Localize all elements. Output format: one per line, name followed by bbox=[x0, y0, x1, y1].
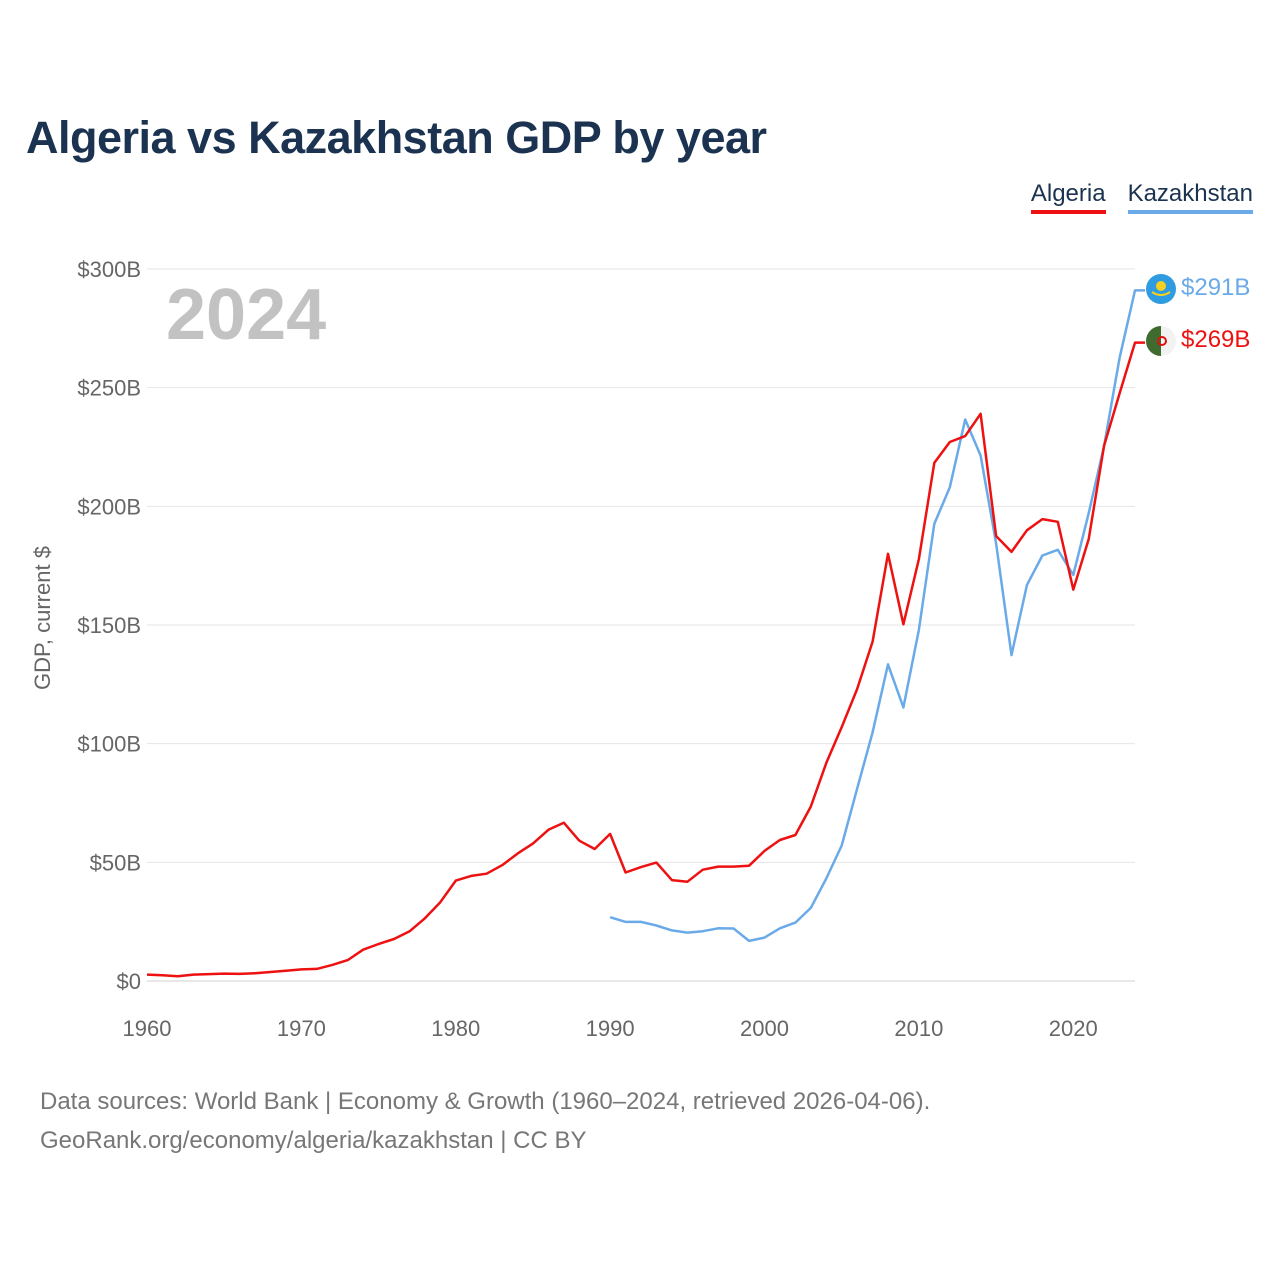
x-tick-label: 1970 bbox=[277, 1016, 326, 1041]
y-tick-label: $200B bbox=[77, 494, 141, 519]
legend-item-algeria[interactable]: Algeria bbox=[1030, 180, 1106, 214]
legend: Algeria Kazakhstan bbox=[1030, 180, 1253, 214]
series-line-kazakhstan[interactable] bbox=[609, 289, 1145, 943]
x-tick-label: 2010 bbox=[894, 1016, 943, 1041]
algeria-end-value: $269B bbox=[1181, 326, 1250, 353]
y-axis-ticks: $0 $50B $100B $150B $200B $250B $300B bbox=[77, 257, 141, 994]
x-axis-ticks: 1960 1970 1980 1990 2000 2010 2020 bbox=[123, 1016, 1098, 1041]
x-tick-label: 2020 bbox=[1049, 1016, 1098, 1041]
y-tick-label: $0 bbox=[117, 969, 141, 994]
y-tick-label: $50B bbox=[90, 850, 141, 875]
series-line-algeria[interactable] bbox=[146, 341, 1145, 978]
algeria-flag-icon bbox=[1146, 326, 1176, 356]
x-tick-label: 1990 bbox=[586, 1016, 635, 1041]
x-tick-label: 1980 bbox=[431, 1016, 480, 1041]
gridlines bbox=[147, 268, 1135, 982]
legend-item-kazakhstan[interactable]: Kazakhstan bbox=[1127, 180, 1253, 214]
y-tick-label: $250B bbox=[77, 376, 141, 401]
x-tick-label: 2000 bbox=[740, 1016, 789, 1041]
attribution-link[interactable]: GeoRank.org/economy/algeria/kazakhstan |… bbox=[40, 1127, 587, 1154]
year-watermark: 2024 bbox=[166, 275, 326, 355]
kazakhstan-end-value: $291B bbox=[1181, 274, 1250, 301]
chart-title: Algeria vs Kazakhstan GDP by year bbox=[26, 112, 767, 163]
y-axis-label: GDP, current $ bbox=[30, 546, 55, 690]
y-tick-label: $150B bbox=[77, 613, 141, 638]
data-sources-note: Data sources: World Bank | Economy & Gro… bbox=[40, 1088, 931, 1115]
series-lines bbox=[146, 289, 1145, 978]
footer: Data sources: World Bank | Economy & Gro… bbox=[40, 1082, 930, 1160]
y-tick-label: $300B bbox=[77, 257, 141, 282]
kazakhstan-flag-icon bbox=[1146, 274, 1176, 304]
y-tick-label: $100B bbox=[77, 732, 141, 757]
x-tick-label: 1960 bbox=[123, 1016, 172, 1041]
